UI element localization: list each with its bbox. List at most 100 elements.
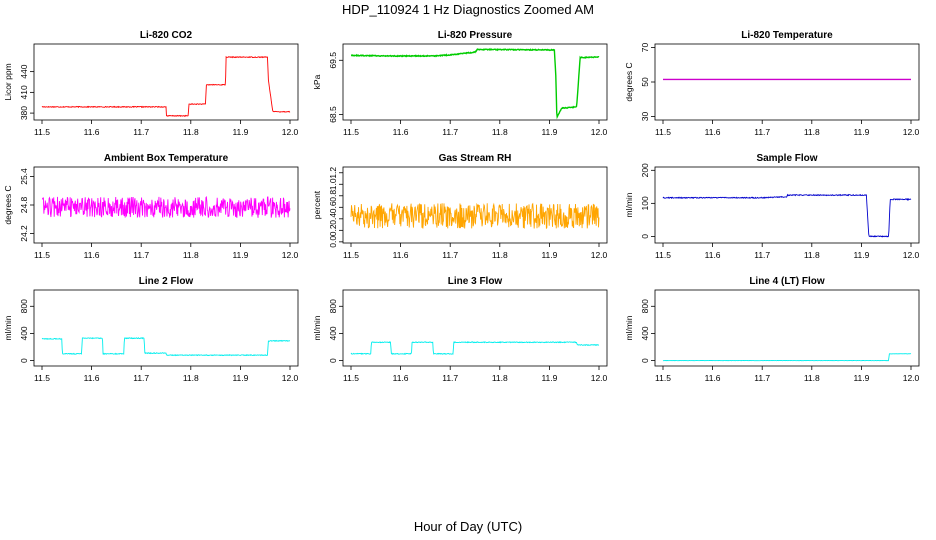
- y-axis-label: degrees C: [624, 62, 634, 101]
- y-tick-label: 0.4: [328, 213, 338, 225]
- y-tick-label: 24.2: [19, 225, 29, 242]
- chart-panel: Line 2 Flow 11.5 11.6 11.7 11.8 11.9 12.0 0 400 8…: [3, 276, 299, 383]
- data-line: [350, 47, 600, 120]
- y-axis-label: ml/min: [624, 315, 634, 340]
- chart-panel: Line 4 (LT) Flow 11.5 11.6 11.7 11.8 11.9 12.0…: [624, 276, 920, 383]
- x-tick-label: 11.7: [133, 250, 149, 260]
- y-tick-label: 0.2: [328, 224, 338, 236]
- x-tick-label: 11.9: [853, 127, 869, 137]
- x-tick-label: 11.9: [541, 250, 557, 260]
- y-tick-label: 1.2: [328, 167, 338, 179]
- panel-frame: [654, 43, 920, 121]
- y-axis-label: ml/min: [3, 315, 13, 340]
- y-tick-label: 200: [640, 163, 650, 177]
- y-tick-label: 400: [328, 326, 338, 340]
- panel-title: Ambient Box Temperature: [104, 153, 229, 164]
- x-tick-label: 11.8: [804, 250, 820, 260]
- x-tick-label: 12.0: [591, 127, 608, 137]
- y-tick-label: 0.8: [328, 190, 338, 202]
- y-axis-label: percent: [312, 190, 322, 219]
- x-tick-label: 11.5: [343, 250, 359, 260]
- x-tick-label: 11.6: [393, 373, 409, 383]
- y-tick-label: 0.6: [328, 201, 338, 213]
- y-tick-label: 800: [640, 299, 650, 313]
- figure-xlabel: Hour of Day (UTC): [414, 519, 522, 534]
- x-tick-label: 12.0: [591, 373, 608, 383]
- y-tick-label: 380: [19, 106, 29, 120]
- y-tick-label: 69.5: [328, 52, 338, 69]
- y-axis-label: ml/min: [624, 192, 634, 217]
- x-tick-label: 11.7: [442, 127, 458, 137]
- x-tick-label: 11.6: [393, 127, 409, 137]
- chart-panel: Li-820 Temperature 11.5 11.6 11.7 11.8 11.9 12…: [624, 30, 920, 137]
- x-tick-label: 11.5: [34, 373, 50, 383]
- chart-panel: Sample Flow 11.5 11.6 11.7 11.8 11.9 12.0 0 100 2…: [624, 153, 920, 260]
- y-tick-label: 800: [328, 299, 338, 313]
- y-axis-label: kPa: [312, 74, 322, 89]
- panel-frame: [654, 289, 920, 367]
- panel-title: Li-820 CO2: [140, 30, 193, 41]
- x-tick-label: 11.8: [492, 373, 508, 383]
- y-tick-label: 440: [19, 64, 29, 78]
- panel-grid: Li-820 CO2 11.5 11.6 11.7 11.8 11.9 12.0 380 410…: [3, 30, 920, 383]
- panel-title: Li-820 Temperature: [741, 30, 833, 41]
- x-tick-label: 11.9: [232, 373, 248, 383]
- y-tick-label: 30: [640, 112, 650, 122]
- y-axis-label: ml/min: [312, 315, 322, 340]
- panel-frame: [342, 289, 608, 367]
- x-tick-label: 11.8: [183, 250, 199, 260]
- x-tick-label: 12.0: [903, 250, 920, 260]
- data-line: [662, 193, 912, 238]
- y-tick-label: 1.0: [328, 178, 338, 190]
- x-tick-label: 12.0: [282, 373, 299, 383]
- panel-title: Sample Flow: [756, 153, 817, 164]
- x-tick-label: 11.8: [804, 127, 820, 137]
- x-tick-label: 11.6: [705, 373, 721, 383]
- x-tick-label: 12.0: [903, 127, 920, 137]
- x-tick-label: 11.7: [442, 373, 458, 383]
- y-axis-label: Licor ppm: [3, 63, 13, 100]
- y-tick-label: 24.8: [19, 196, 29, 213]
- y-tick-label: 100: [640, 196, 650, 210]
- y-tick-label: 70: [640, 42, 650, 52]
- y-tick-label: 800: [19, 299, 29, 313]
- panel-frame: [342, 43, 608, 121]
- panel-frame: [33, 43, 299, 121]
- chart-panel: Ambient Box Temperature 11.5 11.6 11.7 11.8 1…: [3, 153, 299, 260]
- x-tick-label: 11.5: [655, 127, 671, 137]
- data-line: [41, 196, 291, 219]
- panel-frame: [33, 289, 299, 367]
- y-tick-label: 410: [19, 85, 29, 99]
- x-tick-label: 11.8: [183, 127, 199, 137]
- x-tick-label: 11.9: [541, 373, 557, 383]
- x-tick-label: 11.7: [442, 250, 458, 260]
- x-tick-label: 11.5: [34, 250, 50, 260]
- x-tick-label: 11.8: [492, 127, 508, 137]
- y-tick-label: 50: [640, 77, 650, 87]
- chart-panel: Line 3 Flow 11.5 11.6 11.7 11.8 11.9 12.0 0 400 8…: [312, 276, 608, 383]
- y-axis-label: degrees C: [3, 185, 13, 224]
- x-tick-label: 11.8: [183, 373, 199, 383]
- y-tick-label: 25.4: [19, 168, 29, 185]
- chart-panel: Li-820 CO2 11.5 11.6 11.7 11.8 11.9 12.0 380 410…: [3, 30, 299, 137]
- data-line: [41, 55, 291, 117]
- data-line: [350, 202, 600, 229]
- y-tick-label: 400: [19, 326, 29, 340]
- panel-frame: [342, 166, 608, 244]
- panel-title: Line 3 Flow: [448, 276, 503, 287]
- x-tick-label: 11.6: [84, 250, 100, 260]
- chart-panel: Li-820 Pressure 11.5 11.6 11.7 11.8 11.9 12.0 6…: [312, 30, 608, 137]
- x-tick-label: 11.9: [853, 250, 869, 260]
- chart-panel: Gas Stream RH 11.5 11.6 11.7 11.8 11.9 12.0 0.0…: [312, 153, 608, 260]
- x-tick-label: 11.6: [705, 127, 721, 137]
- x-tick-label: 11.5: [343, 127, 359, 137]
- y-tick-label: 68.5: [328, 106, 338, 123]
- x-tick-label: 11.6: [84, 127, 100, 137]
- x-tick-label: 11.5: [34, 127, 50, 137]
- x-tick-label: 11.9: [232, 127, 248, 137]
- x-tick-label: 11.5: [655, 373, 671, 383]
- x-tick-label: 11.7: [754, 250, 770, 260]
- panel-title: Line 2 Flow: [139, 276, 194, 287]
- y-tick-label: 0.0: [328, 236, 338, 248]
